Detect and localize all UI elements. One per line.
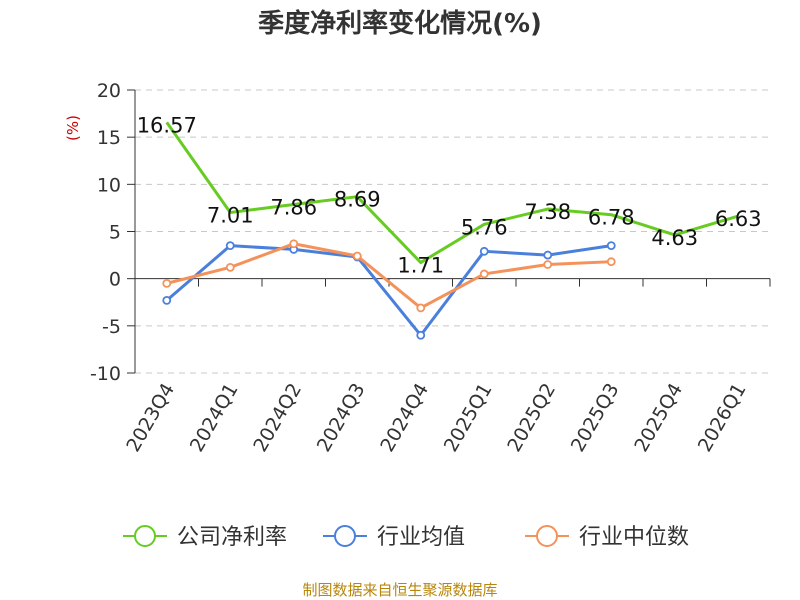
data-source-note: 制图数据来自恒生聚源数据库 [302, 581, 497, 599]
series-line [165, 121, 739, 265]
y-tick-label: 20 [97, 80, 121, 102]
data-label: 7.86 [270, 196, 317, 220]
legend-marker [536, 525, 558, 547]
axes [127, 89, 771, 374]
data-label: 6.63 [715, 207, 762, 231]
data-point[interactable] [225, 241, 235, 251]
series-3 [162, 239, 616, 313]
x-tick-label: 2025Q2 [503, 380, 560, 456]
x-tick-label: 2024Q1 [186, 380, 243, 456]
x-tick-label: 2024Q2 [249, 380, 306, 456]
legend-item[interactable]: 行业中位数 [525, 525, 689, 550]
data-point[interactable] [225, 262, 235, 272]
data-point[interactable] [416, 330, 426, 340]
data-point[interactable] [479, 246, 489, 256]
y-tick-label: 10 [97, 174, 121, 196]
legend-item[interactable]: 公司净利率 [123, 525, 287, 550]
x-tick-label: 2025Q1 [440, 380, 497, 456]
series-line [166, 242, 612, 310]
x-tick-label: 2025Q3 [567, 380, 624, 456]
data-labels: 16.57 7.01 7.86 8.69 1.71 5.76 7.38 6.78 4.63 6.6… [137, 113, 762, 277]
data-point[interactable] [543, 260, 553, 269]
legend-label: 行业中位数 [579, 525, 689, 550]
x-tick-label: 2024Q3 [313, 380, 370, 456]
legend-label: 行业均值 [377, 525, 465, 550]
data-point[interactable] [416, 303, 426, 313]
y-tick-label: -10 [90, 363, 121, 385]
series-2 [162, 241, 616, 340]
x-tick-label: 2023Q4 [122, 380, 179, 456]
legend-marker [134, 525, 156, 547]
x-axis-ticks: 2023Q4 2024Q1 2024Q2 2024Q3 2024Q4 2025Q1 2025… [122, 380, 750, 456]
data-label: 4.63 [651, 226, 698, 250]
y-tick-label: 5 [109, 222, 121, 244]
chart-title: 季度净利率变化情况(%) [258, 8, 542, 39]
data-label: 7.38 [524, 200, 571, 224]
x-tick-label: 2025Q4 [630, 380, 687, 456]
data-point[interactable] [606, 241, 616, 251]
data-label: 7.01 [207, 204, 254, 228]
data-point[interactable] [543, 250, 553, 260]
x-tick-label: 2026Q1 [694, 380, 751, 456]
x-tick-label: 2024Q4 [376, 380, 433, 456]
legend-label: 公司净利率 [177, 525, 287, 550]
legend-item[interactable]: 行业均值 [323, 525, 465, 550]
data-label: 1.71 [397, 254, 444, 278]
data-point[interactable] [479, 269, 489, 279]
data-label: 6.78 [588, 206, 635, 230]
y-tick-label: -5 [102, 316, 121, 338]
data-label: 8.69 [334, 188, 381, 212]
data-point[interactable] [162, 278, 172, 288]
legend-marker [334, 525, 356, 547]
series-1 [165, 121, 739, 265]
legend[interactable]: 公司净利率 行业均值 行业中位数 [123, 525, 689, 550]
data-point[interactable] [606, 257, 616, 267]
data-point[interactable] [162, 295, 172, 305]
data-point[interactable] [289, 239, 299, 249]
y-axis-unit: (%) [64, 115, 82, 141]
y-tick-label: 0 [109, 269, 121, 291]
series-lines [162, 121, 739, 340]
data-label: 16.57 [137, 113, 197, 137]
data-label: 5.76 [461, 215, 508, 239]
data-point[interactable] [352, 251, 362, 261]
series-line [165, 244, 612, 337]
y-tick-label: 15 [97, 127, 121, 149]
y-axis-ticks: 20 15 10 5 0 -5 -10 [90, 80, 121, 385]
